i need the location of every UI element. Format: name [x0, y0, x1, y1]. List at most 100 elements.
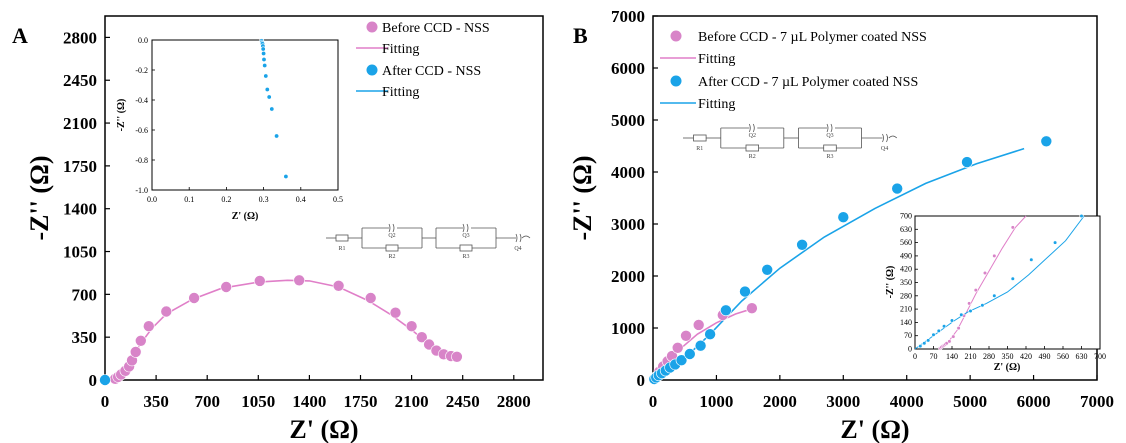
panel-b-inset-data-point-2 [926, 338, 931, 343]
panel-a-axes: 0 350 700 1050 1400 1750 2100 2450 2800 0 350 700 10… [63, 28, 531, 411]
panel-a-data-point-0 [451, 350, 463, 363]
panel-b-x-tick-label: 0 [649, 392, 658, 411]
panel-a-inset-data-point-0 [266, 94, 272, 100]
panel-a-y-tick-label: 350 [72, 328, 98, 347]
panel-b-data-point-2 [891, 182, 904, 195]
panel-b-inset-y-axis-title: -Z'' (Ω) [885, 266, 896, 299]
panel-b-resistor-symbol [693, 134, 707, 142]
panel-b-data-point-2 [720, 304, 732, 317]
panel-a-resistor-symbol [335, 234, 349, 242]
panel-a-x-tick-label: 1750 [344, 392, 378, 411]
panel-b-data-point-2 [961, 156, 973, 168]
panel-b-y-tick-label: 7000 [611, 7, 645, 26]
panel-a-inset-data-point-0 [261, 56, 267, 62]
panel-b-data-point-2 [837, 211, 850, 223]
panel-b-inset-axes: 0 70 140 210 280 350 420 490 560 630 700 0 70 140 210 2… [900, 212, 1106, 362]
panel-b-inset-marks [914, 213, 1085, 351]
panel-b-legend-marker-0 [670, 30, 682, 42]
panel-b-inset-data-point-2 [992, 293, 997, 298]
panel-a-circuit-label: Q4 [514, 246, 521, 252]
panel-b-y-tick-label: 3000 [611, 215, 645, 234]
panel-a-legend-marker-0 [366, 21, 378, 33]
panel-a-inset-data-point-0 [263, 73, 269, 79]
panel-b-inset-data-point-0 [951, 334, 956, 339]
panel-a-letter: A [12, 23, 28, 48]
panel-a-x-tick-label: 1050 [241, 392, 275, 411]
panel-b-resistor-symbol [823, 144, 837, 152]
panel-b-data-point-2 [675, 354, 688, 367]
panel-b-inset-x-tick-label: 630 [1076, 352, 1088, 361]
panel-b-inset-data-point-2 [949, 318, 955, 323]
panel-b-circuit-label: R1 [696, 146, 703, 152]
panel-b-data-point-2 [1040, 135, 1053, 148]
panel-b-inset-x-tick-label: 700 [1094, 352, 1106, 361]
panel-b-inset-data-point-2 [1010, 276, 1015, 281]
panel-a-inset-x-tick-label: 0.0 [147, 195, 157, 204]
panel-a-y-tick-label: 2100 [63, 114, 97, 133]
panel-a-legend-label-1: Fitting [382, 42, 419, 57]
panel-a-data-point-0 [415, 331, 428, 344]
panel-b-inset-y-tick-label: 350 [900, 278, 912, 287]
panel-a-circuit-label: Q2 [388, 233, 395, 239]
panel-b-data-point-0 [692, 319, 705, 331]
panel-b-inset-data-point-2 [931, 332, 936, 337]
panel-b-inset-data-point-2 [922, 341, 927, 346]
panel-b-inset-y-tick-label: 0 [908, 345, 912, 354]
panel-b-inset-y-tick-label: 140 [900, 318, 912, 327]
panel-b-x-tick-label: 6000 [1017, 392, 1051, 411]
panel-b-y-tick-label: 1000 [611, 319, 645, 338]
panel-a-y-axis-title: -Z'' (Ω) [25, 155, 54, 240]
panel-b-inset-x-tick-label: 490 [1039, 352, 1051, 361]
panel-a-data-point-0 [364, 292, 377, 304]
panel-b-legend-label-2: After CCD - 7 µL Polymer coated NSS [698, 75, 918, 90]
panel-b-inset-data-point-2 [959, 312, 964, 317]
panel-b-inset-x-tick-label: 210 [965, 352, 977, 361]
panel-b-inset-data-point-0 [992, 253, 997, 258]
panel-a-data-point-0 [188, 292, 200, 304]
panel-a-inset-data-point-0 [283, 174, 289, 180]
panel-b-y-axis-title: -Z'' (Ω) [568, 155, 597, 240]
panel-b-y-tick-label: 6000 [611, 59, 645, 78]
panel-b-x-tick-label: 7000 [1080, 392, 1114, 411]
panel-b-x-tick-label: 4000 [890, 392, 924, 411]
panel-a-legend-marker-2 [366, 64, 378, 76]
panel-a-x-tick-label: 2800 [497, 392, 531, 411]
panel-b-cpe-symbol [748, 123, 755, 133]
panel-a-y-tick-label: 1400 [63, 200, 97, 219]
panel-a-y-tick-label: 2800 [63, 28, 97, 47]
panel-b-inset-data-point-0 [982, 270, 988, 276]
panel-b-inset-y-tick-label: 700 [900, 212, 912, 221]
panel-a-inset-axes: 0.0 0.1 0.2 0.3 0.4 0.5 0.0 -0.2 -0.4 -0.6 -0.8 -1.… [135, 36, 343, 204]
panel-b-inset-data-point-2 [968, 308, 973, 314]
panel-a-inset-x-tick-label: 0.4 [296, 195, 306, 204]
panel-b-y-tick-label: 2000 [611, 267, 645, 286]
panel-b-marks [648, 135, 1053, 385]
panel-b-inset-fit-line-3 [914, 215, 1085, 350]
panel-a-inset-y-tick-label: -1.0 [135, 186, 148, 195]
panel-a-x-tick-label: 700 [194, 392, 220, 411]
panel-a-y-tick-label: 1750 [63, 157, 97, 176]
panel-a-circuit-label: R2 [388, 254, 395, 260]
panel-b-circuit-label: Q2 [749, 133, 756, 139]
panel-a-y-tick-label: 1050 [63, 243, 97, 262]
panel-b-inset-y-tick-label: 70 [904, 331, 912, 340]
panel-b-inset: 0 70 140 210 280 350 420 490 560 630 700 0 70 140 210 2… [885, 212, 1106, 374]
panel-a-inset-data-point-0 [274, 133, 280, 139]
panel-a-x-tick-label: 2100 [395, 392, 429, 411]
panel-a-legend-label-0: Before CCD - NSS [382, 21, 490, 36]
panel-b-data-point-2 [683, 348, 696, 360]
panel-a-cpe-symbol [515, 233, 522, 243]
panel-b-inset-data-point-2 [1029, 257, 1034, 262]
panel-b-legend-label-0: Before CCD - 7 µL Polymer coated NSS [698, 30, 927, 45]
panel-b-data-point-2 [796, 239, 808, 251]
panel-a-circuit-label: R3 [462, 254, 469, 260]
panel-a-x-tick-label: 2450 [446, 392, 480, 411]
panel-a-y-tick-label: 700 [72, 285, 98, 304]
panel-a-inset-data-point-0 [269, 106, 275, 112]
panel-a-equivalent-circuit: R1 Q2 R2 Q3 R3 Q4 [326, 223, 531, 260]
panel-b-data-point-0 [671, 341, 684, 354]
panel-b-data-point-2 [694, 339, 707, 352]
panel-a-x-tick-label: 1400 [292, 392, 326, 411]
panel-a-inset-x-tick-label: 0.2 [221, 195, 231, 204]
panel-b-inset-data-point-0 [947, 339, 952, 344]
